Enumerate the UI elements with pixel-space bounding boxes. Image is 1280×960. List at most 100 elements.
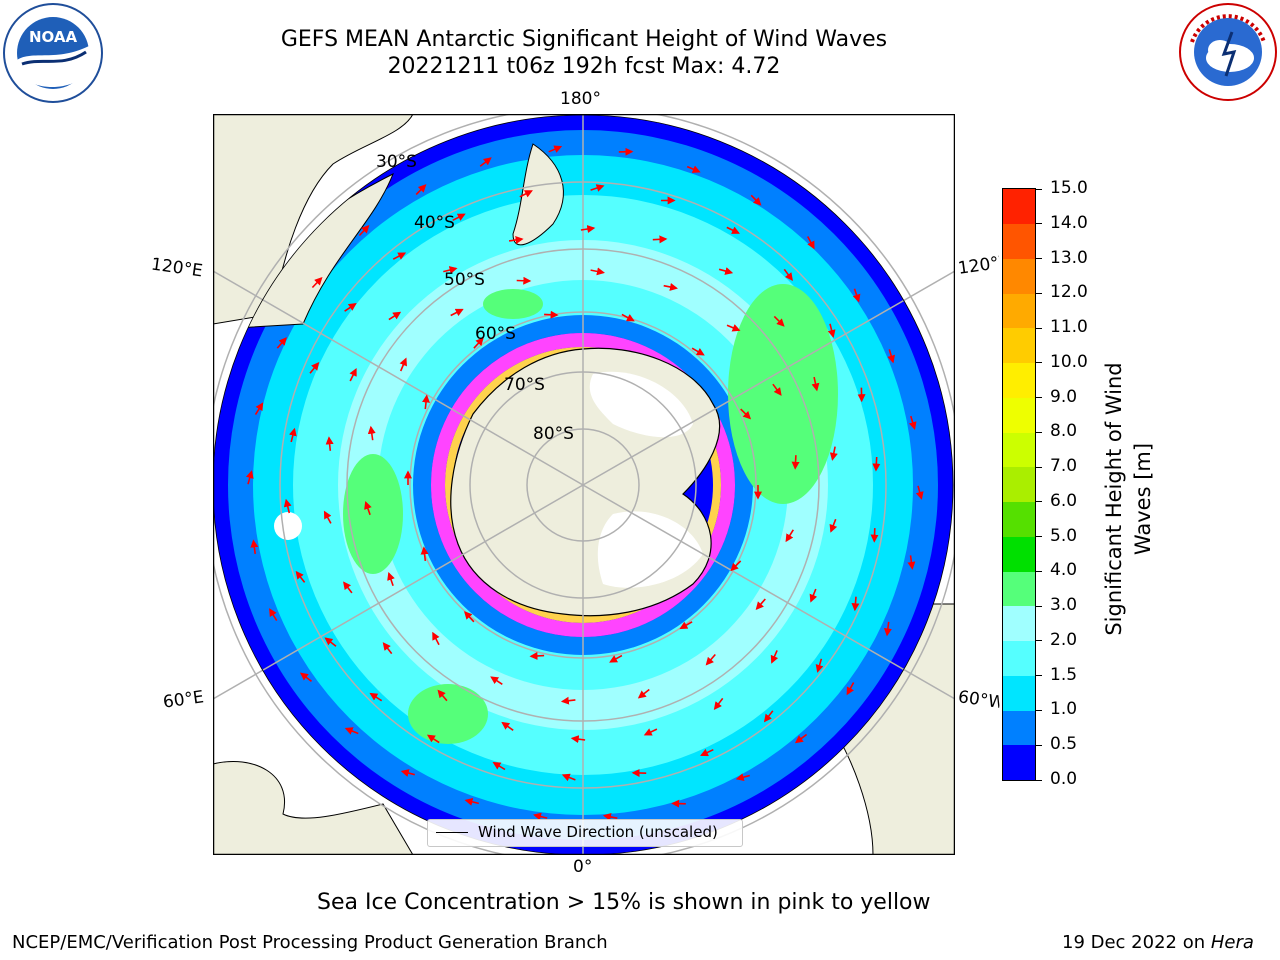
wind-direction-arrow — [590, 184, 605, 192]
wind-direction-arrow — [679, 621, 693, 630]
colorbar-tick-label: 3.0 — [1050, 595, 1078, 616]
wind-direction-arrow — [907, 555, 916, 570]
colorbar-tick-label: 6.0 — [1050, 490, 1078, 511]
wind-direction-arrow — [691, 347, 705, 356]
wind-direction-arrow — [387, 571, 395, 587]
wind-direction-arrow — [560, 696, 576, 705]
wind-direction-arrow — [544, 310, 559, 319]
wind-direction-arrow — [815, 658, 824, 673]
wind-direction-arrow — [420, 546, 429, 561]
wind-direction-arrow — [643, 728, 658, 736]
wind-direction-arrow — [392, 252, 407, 260]
colorbar-tick-mark — [1036, 466, 1042, 468]
wind-direction-arrow — [358, 224, 370, 237]
colorbar-segment — [1003, 363, 1035, 398]
wind-direction-arrow — [652, 235, 668, 244]
lon-label-120w: 120°W — [956, 253, 1002, 279]
colorbar-tick-label: 1.0 — [1050, 699, 1078, 720]
lon-label-60e: 60°E — [161, 687, 206, 713]
colorbar-tick-label: 9.0 — [1050, 386, 1078, 407]
wind-direction-arrow — [686, 165, 701, 173]
wind-direction-arrow — [663, 283, 678, 291]
wind-direction-arrow — [288, 427, 297, 443]
wind-direction-arrow — [426, 734, 440, 744]
colorbar-segment — [1003, 536, 1035, 572]
wind-direction-arrow — [245, 470, 254, 485]
wind-direction-arrow — [726, 226, 740, 234]
colorbar-tick-mark — [1036, 431, 1042, 433]
colorbar-segment — [1003, 189, 1035, 224]
colorbar-segment — [1003, 432, 1035, 468]
wind-direction-arrow — [915, 485, 924, 500]
colorbar-ticks: 0.0 0.5 1.0 1.5 2.0 3.0 4.0 5.0 6.0 7.0 8.0 9.0 10.0… — [1036, 0, 1106, 960]
wind-direction-arrow — [325, 436, 334, 451]
wind-direction-arrow — [829, 446, 838, 461]
lat-label-30s: 30°S — [376, 152, 417, 172]
noaa-label: NOAA — [29, 28, 78, 46]
colorbar-tick-mark — [1036, 570, 1042, 572]
colorbar-tick-mark — [1036, 779, 1042, 781]
wind-direction-arrow — [870, 528, 879, 543]
wind-direction-arrow — [791, 455, 800, 470]
lon-label-0: 0° — [573, 857, 593, 877]
wind-direction-arrow — [637, 688, 650, 699]
wind-direction-arrow — [772, 383, 782, 396]
wind-direction-arrow — [872, 456, 881, 472]
colorbar-segment — [1003, 328, 1035, 363]
colorbar-segment — [1003, 606, 1035, 641]
wind-direction-arrow — [311, 276, 323, 289]
colorbar-tick-mark — [1036, 362, 1042, 364]
colorbar-tick-label: 8.0 — [1050, 421, 1078, 442]
wind-direction-arrow — [570, 735, 586, 744]
colorbar-segment — [1003, 675, 1035, 711]
wind-direction-arrow — [750, 194, 762, 206]
lat-label-70s: 70°S — [504, 375, 545, 395]
wind-direction-arrow — [763, 710, 774, 723]
wind-direction-arrow — [533, 812, 548, 821]
wind-direction-arrow — [700, 748, 714, 757]
wind-direction-arrow — [705, 653, 716, 666]
wind-direction-arrow — [299, 672, 312, 682]
wind-direction-arrow — [364, 500, 372, 516]
wind-direction-arrow — [785, 529, 794, 543]
wind-direction-arrow — [529, 651, 545, 660]
wind-direction-arrow — [811, 376, 820, 392]
lat-label-40s: 40°S — [414, 213, 455, 233]
colorbar-segment — [1003, 293, 1035, 329]
colorbar-tick-mark — [1036, 605, 1042, 607]
wind-direction-arrow — [829, 518, 838, 533]
wind-direction-arrow — [452, 213, 466, 222]
legend-label: Wind Wave Direction (unscaled) — [478, 823, 718, 841]
polar-map — [213, 114, 955, 855]
wind-direction-arrow — [250, 539, 259, 555]
colorbar-tick-mark — [1036, 327, 1042, 329]
lon-label-60w: 60°W — [956, 687, 1002, 713]
map-legend: Wind Wave Direction (unscaled) — [427, 819, 743, 847]
wind-direction-arrow — [609, 654, 623, 663]
colorbar-segment — [1003, 258, 1035, 294]
wind-direction-arrow — [735, 773, 751, 782]
colorbar-segment — [1003, 571, 1035, 607]
wind-direction-arrow — [415, 184, 427, 196]
wind-direction-arrow — [283, 498, 292, 514]
colorbar-tick-label: 13.0 — [1050, 247, 1088, 268]
wind-direction-arrow — [349, 367, 357, 382]
wind-direction-arrow — [806, 236, 815, 250]
wind-direction-arrow — [309, 361, 320, 374]
wind-direction-arrow — [344, 303, 357, 312]
wind-direction-arrow — [479, 157, 492, 167]
colorbar-tick-label: 1.5 — [1050, 664, 1078, 685]
wind-direction-arrow — [740, 408, 752, 420]
colorbar-tick-mark — [1036, 397, 1042, 399]
colorbar-title-line2: Waves [m] — [1131, 442, 1155, 556]
wind-direction-arrow — [851, 596, 860, 612]
wind-direction-arrow — [516, 276, 532, 285]
wind-direction-arrow — [755, 598, 766, 611]
colorbar-tick-label: 2.0 — [1050, 629, 1078, 650]
footer-date: 19 Dec 2022 on — [1062, 932, 1211, 953]
wind-direction-arrow — [713, 697, 724, 710]
wind-direction-arrow — [344, 727, 359, 735]
wind-direction-arrow — [388, 311, 402, 321]
wind-direction-arrow — [276, 337, 287, 349]
wind-direction-arrow — [770, 650, 779, 664]
